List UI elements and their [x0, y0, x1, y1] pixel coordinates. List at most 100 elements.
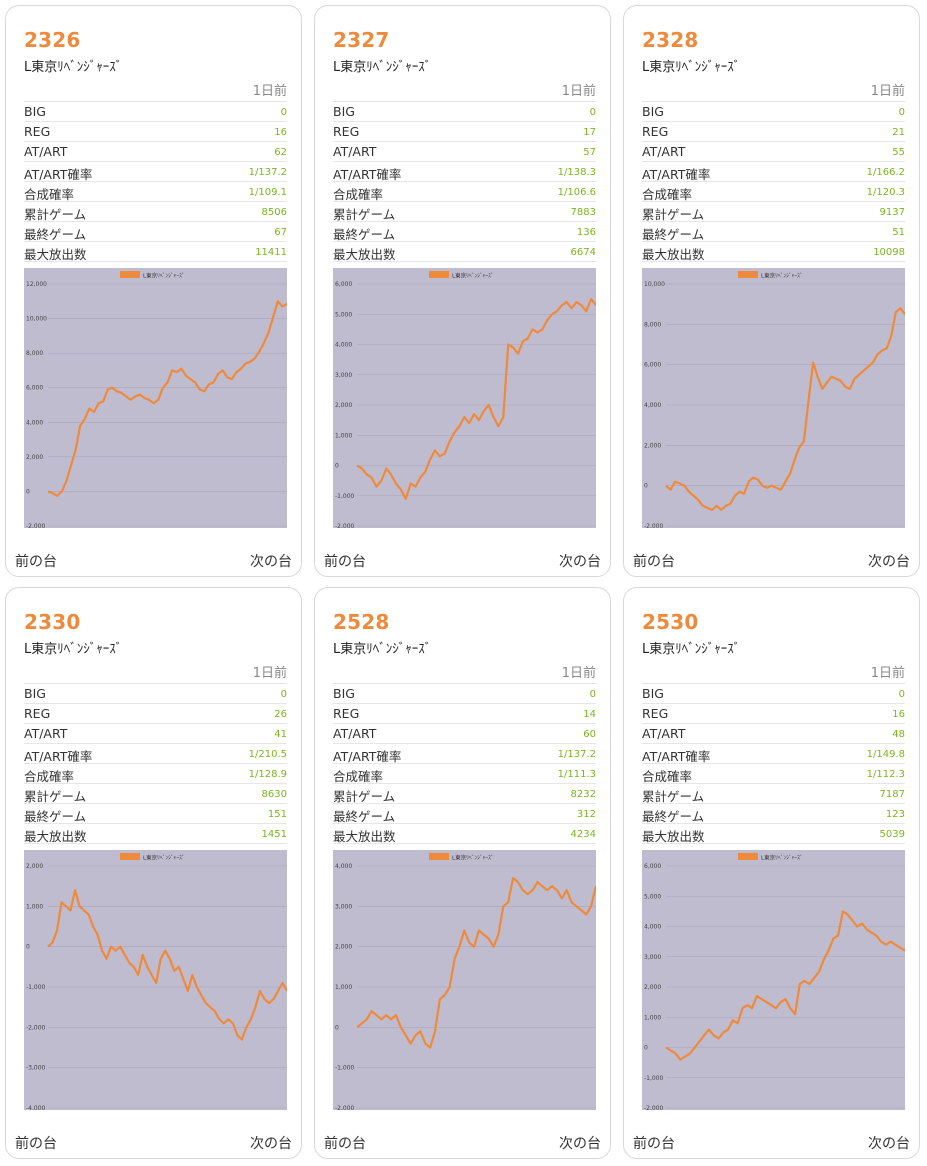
stat-value: 0 — [589, 689, 596, 700]
y-tick-label: 12,000 — [26, 281, 47, 288]
prev-machine-link[interactable]: 前の台 — [633, 554, 675, 570]
stat-row: 合成確率 1/106.6 — [333, 182, 596, 202]
stat-row: 最終ゲーム 51 — [642, 222, 905, 242]
stat-value: 1/128.9 — [248, 769, 287, 780]
stat-row: 合成確率 1/112.3 — [642, 764, 905, 784]
chart-svg: L東京ﾘﾍﾞﾝｼﾞｬｰｽﾞ 4,000 3,000 2,000 1,000 0 -1,000… — [333, 850, 596, 1110]
stat-value: 16 — [274, 127, 287, 138]
machine-number[interactable]: 2328 — [642, 28, 699, 52]
stat-value: 0 — [898, 689, 905, 700]
stat-label: 累計ゲーム — [642, 789, 705, 804]
y-tick-label: 0 — [644, 1045, 648, 1052]
series-line — [47, 889, 287, 1041]
period-header: 1日前 — [642, 82, 905, 102]
stats-table: 1日前 BIG 0 REG 16 AT/ART 62 AT/ART確率 1/137.2 合成確率 1… — [24, 82, 287, 262]
stat-value: 1/137.2 — [557, 749, 596, 760]
stat-value: 8506 — [261, 207, 287, 218]
next-machine-link[interactable]: 次の台 — [250, 1136, 292, 1152]
slump-chart: L東京ﾘﾍﾞﾝｼﾞｬｰｽﾞ 12,000 10,000 8,000 6,000 4,000… — [24, 268, 287, 528]
stat-label: AT/ART確率 — [642, 167, 711, 182]
stat-value: 41 — [274, 729, 287, 740]
machine-number[interactable]: 2330 — [24, 610, 81, 634]
next-machine-link[interactable]: 次の台 — [559, 554, 601, 570]
stat-row: 最大放出数 11411 — [24, 242, 287, 262]
legend-swatch — [429, 853, 449, 860]
y-tick-label: 8,000 — [26, 350, 43, 357]
machine-number[interactable]: 2528 — [333, 610, 390, 634]
prev-machine-link[interactable]: 前の台 — [633, 1136, 675, 1152]
next-machine-link[interactable]: 次の台 — [868, 554, 910, 570]
stat-row: 累計ゲーム 8630 — [24, 784, 287, 804]
y-tick-label: -1,000 — [644, 1075, 664, 1082]
prev-machine-link[interactable]: 前の台 — [324, 1136, 366, 1152]
stat-value: 51 — [892, 227, 905, 238]
stat-row: AT/ART 55 — [642, 142, 905, 162]
stat-row: 累計ゲーム 8506 — [24, 202, 287, 222]
prev-machine-link[interactable]: 前の台 — [15, 1136, 57, 1152]
stat-label: AT/ART — [642, 726, 686, 741]
stat-row: REG 26 — [24, 704, 287, 724]
machine-card: 2528 L東京ﾘﾍﾞﾝｼﾞｬｰｽﾞ 1日前 BIG 0 REG 14 AT/ART 60 AT/… — [314, 587, 611, 1159]
machine-number[interactable]: 2530 — [642, 610, 699, 634]
stat-value: 8232 — [570, 789, 596, 800]
y-tick-label: 5,000 — [335, 311, 352, 318]
machine-name: L東京ﾘﾍﾞﾝｼﾞｬｰｽﾞ — [24, 642, 123, 657]
stat-row: AT/ART 48 — [642, 724, 905, 744]
stat-label: BIG — [333, 686, 355, 701]
stat-label: AT/ART確率 — [642, 749, 711, 764]
stat-row: AT/ART確率 1/137.2 — [333, 744, 596, 764]
stat-label: 最終ゲーム — [642, 227, 705, 242]
stats-table: 1日前 BIG 0 REG 26 AT/ART 41 AT/ART確率 1/210.5 合成確率 1… — [24, 664, 287, 844]
y-tick-label: 10,000 — [26, 316, 47, 323]
stat-value: 14 — [583, 709, 596, 720]
stat-row: 累計ゲーム 7187 — [642, 784, 905, 804]
stat-row: 最大放出数 4234 — [333, 824, 596, 844]
period-header: 1日前 — [24, 82, 287, 102]
next-machine-link[interactable]: 次の台 — [868, 1136, 910, 1152]
stat-label: 合成確率 — [24, 769, 75, 784]
y-tick-label: 3,000 — [335, 903, 352, 910]
plot-background — [642, 268, 905, 528]
machine-number[interactable]: 2326 — [24, 28, 81, 52]
next-machine-link[interactable]: 次の台 — [559, 1136, 601, 1152]
stat-value: 60 — [583, 729, 596, 740]
prev-machine-link[interactable]: 前の台 — [324, 554, 366, 570]
y-tick-label: 0 — [335, 1024, 339, 1031]
stat-label: 最大放出数 — [333, 247, 396, 262]
stat-row: AT/ART確率 1/149.8 — [642, 744, 905, 764]
slump-chart: L東京ﾘﾍﾞﾝｼﾞｬｰｽﾞ 10,000 8,000 6,000 4,000 2,000 0… — [642, 268, 905, 528]
y-tick-label: -1,000 — [335, 1065, 355, 1072]
stat-value: 312 — [576, 809, 596, 820]
y-tick-label: 3,000 — [644, 954, 661, 961]
y-tick-label: 4,000 — [335, 342, 352, 349]
stat-row: BIG 0 — [333, 684, 596, 704]
machine-card: 2327 L東京ﾘﾍﾞﾝｼﾞｬｰｽﾞ 1日前 BIG 0 REG 17 AT/ART 57 AT/… — [314, 5, 611, 577]
legend-label: L東京ﾘﾍﾞﾝｼﾞｬｰｽﾞ — [761, 854, 803, 862]
stat-row: REG 14 — [333, 704, 596, 724]
legend-swatch — [429, 271, 449, 278]
next-machine-link[interactable]: 次の台 — [250, 554, 292, 570]
stat-label: AT/ART — [24, 144, 68, 159]
stat-row: REG 17 — [333, 122, 596, 142]
machine-number[interactable]: 2327 — [333, 28, 390, 52]
y-tick-label: 6,000 — [335, 281, 352, 288]
y-tick-label: -2,000 — [644, 1105, 664, 1110]
stat-label: AT/ART確率 — [333, 167, 402, 182]
series-line — [47, 300, 287, 497]
stat-row: 合成確率 1/128.9 — [24, 764, 287, 784]
y-tick-label: 4,000 — [335, 863, 352, 870]
legend-label: L東京ﾘﾍﾞﾝｼﾞｬｰｽﾞ — [143, 272, 185, 280]
stat-label: 合成確率 — [24, 187, 75, 202]
stat-label: 合成確率 — [642, 769, 693, 784]
stat-value: 21 — [892, 127, 905, 138]
period-header: 1日前 — [642, 664, 905, 684]
stat-row: AT/ART確率 1/137.2 — [24, 162, 287, 182]
stat-row: AT/ART 57 — [333, 142, 596, 162]
plot-background — [642, 850, 905, 1110]
prev-machine-link[interactable]: 前の台 — [15, 554, 57, 570]
stat-label: AT/ART確率 — [24, 749, 93, 764]
stats-table: 1日前 BIG 0 REG 17 AT/ART 57 AT/ART確率 1/138.3 合成確率 1… — [333, 82, 596, 262]
y-tick-label: 6,000 — [644, 863, 661, 870]
stat-value: 4234 — [570, 829, 596, 840]
